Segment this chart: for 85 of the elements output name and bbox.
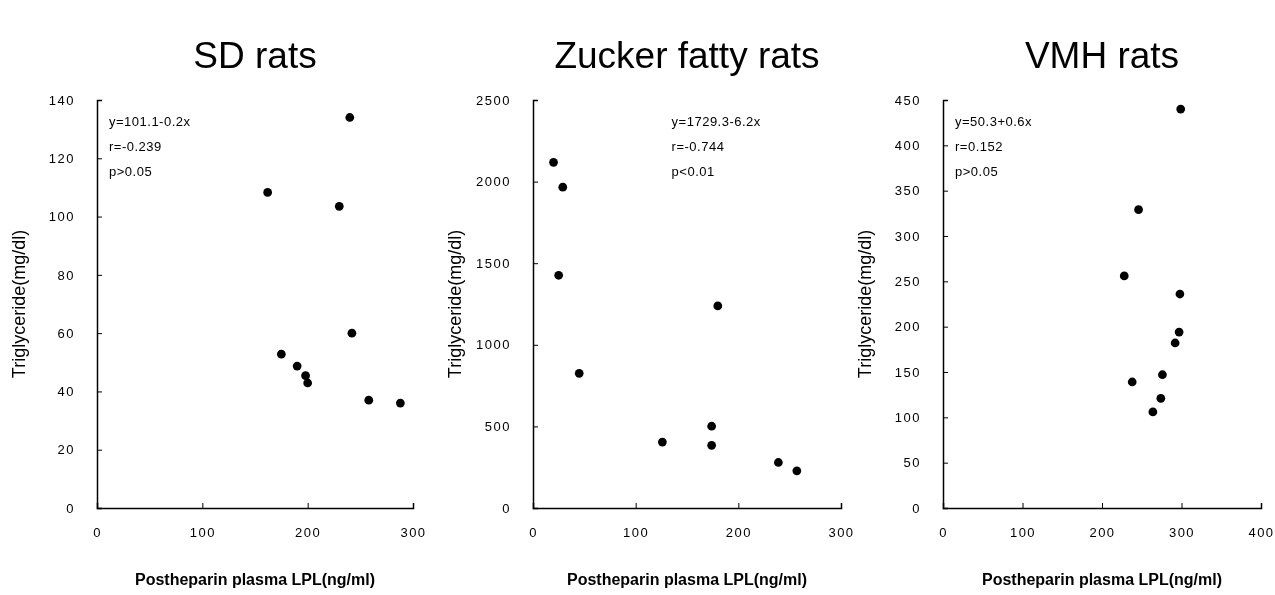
point [334, 202, 344, 211]
annotation: y=1729.3-6.2x [671, 114, 761, 129]
point [276, 349, 286, 359]
y-tick-label: 300 [894, 228, 921, 244]
point [1158, 370, 1167, 380]
y-tick-label: 1500 [476, 255, 511, 271]
point [558, 182, 568, 192]
point [1170, 338, 1180, 348]
point [1175, 289, 1185, 299]
x-axis-title: Postheparin plasma LPL(ng/ml) [981, 571, 1223, 588]
point [1148, 407, 1158, 417]
point [707, 421, 717, 431]
x-tick-label: 100 [1009, 525, 1037, 541]
point [301, 371, 310, 381]
y-tick-label: 0 [66, 500, 75, 516]
chart-title: SD rats [193, 35, 317, 76]
point [364, 395, 374, 405]
x-tick-label: 100 [189, 525, 216, 541]
y-tick-label: 0 [502, 500, 511, 516]
point [1176, 104, 1186, 114]
point [1156, 393, 1166, 403]
point [792, 466, 802, 476]
y-tick-label: 80 [57, 267, 75, 283]
point [1127, 377, 1137, 387]
point [549, 157, 558, 167]
x-tick-label: 300 [400, 525, 427, 541]
point [395, 398, 405, 408]
x-tick-label: 100 [623, 525, 650, 541]
y-axis-title: Triglyceride(mg/dl) [445, 229, 465, 379]
point [292, 361, 302, 371]
y-tick-label: 150 [894, 364, 921, 380]
y-tick-label: 140 [48, 92, 75, 108]
point [707, 440, 717, 450]
y-axis-title: Triglyceride(mg/dl) [9, 229, 29, 379]
annotation: r=-0.744 [671, 139, 725, 154]
y-axis-title: Triglyceride(mg/dl) [855, 229, 875, 379]
annotation: y=101.1-0.2x [109, 114, 191, 129]
y-tick-label: 100 [48, 209, 75, 225]
annotation: y=50.3+0.6x [955, 114, 1033, 129]
chart-title: VMH rats [1024, 35, 1180, 76]
x-tick-label: 0 [93, 525, 102, 541]
y-tick-label: 120 [48, 150, 75, 166]
y-tick-label: 500 [484, 419, 511, 435]
point [303, 378, 313, 388]
x-tick-label: 400 [1248, 525, 1275, 541]
point [713, 301, 723, 311]
x-tick-label: 200 [725, 525, 752, 541]
y-tick-label: 200 [894, 319, 921, 335]
x-tick-label: 0 [529, 525, 538, 541]
y-tick-label: 100 [894, 409, 921, 425]
point [554, 270, 564, 280]
point [1119, 271, 1129, 281]
y-tick-label: 60 [57, 325, 75, 341]
annotation: r=0.152 [955, 139, 1003, 154]
x-axis-title: Postheparin plasma LPL(ng/ml) [566, 571, 808, 588]
y-tick-label: 1000 [476, 337, 511, 353]
point [1134, 205, 1143, 215]
x-tick-label: 200 [295, 525, 322, 541]
point [345, 113, 355, 122]
x-tick-label: 300 [828, 525, 855, 541]
annotation: p<0.01 [671, 164, 715, 179]
y-tick-label: 2500 [476, 92, 511, 108]
y-tick-label: 350 [894, 183, 921, 199]
y-tick-label: 20 [57, 442, 75, 458]
point [574, 369, 584, 378]
annotation: r=-0.239 [109, 139, 162, 154]
y-tick-label: 0 [912, 500, 921, 516]
annotation: p>0.05 [955, 164, 999, 179]
y-tick-label: 50 [903, 455, 921, 471]
x-axis-title: Postheparin plasma LPL(ng/ml) [134, 571, 376, 588]
y-tick-label: 450 [894, 92, 921, 108]
point [657, 437, 667, 447]
y-tick-label: 250 [894, 273, 921, 289]
x-tick-label: 200 [1089, 525, 1116, 541]
point [774, 458, 783, 467]
point [347, 328, 357, 338]
y-tick-label: 40 [57, 384, 75, 400]
x-tick-label: 0 [939, 525, 948, 541]
x-tick-label: 300 [1168, 525, 1196, 541]
point [1174, 327, 1184, 337]
annotation: p>0.05 [109, 164, 153, 179]
y-tick-label: 400 [894, 137, 921, 153]
y-tick-label: 2000 [476, 174, 511, 190]
point [263, 188, 273, 197]
chart-title: Zucker fatty rats [554, 35, 820, 76]
